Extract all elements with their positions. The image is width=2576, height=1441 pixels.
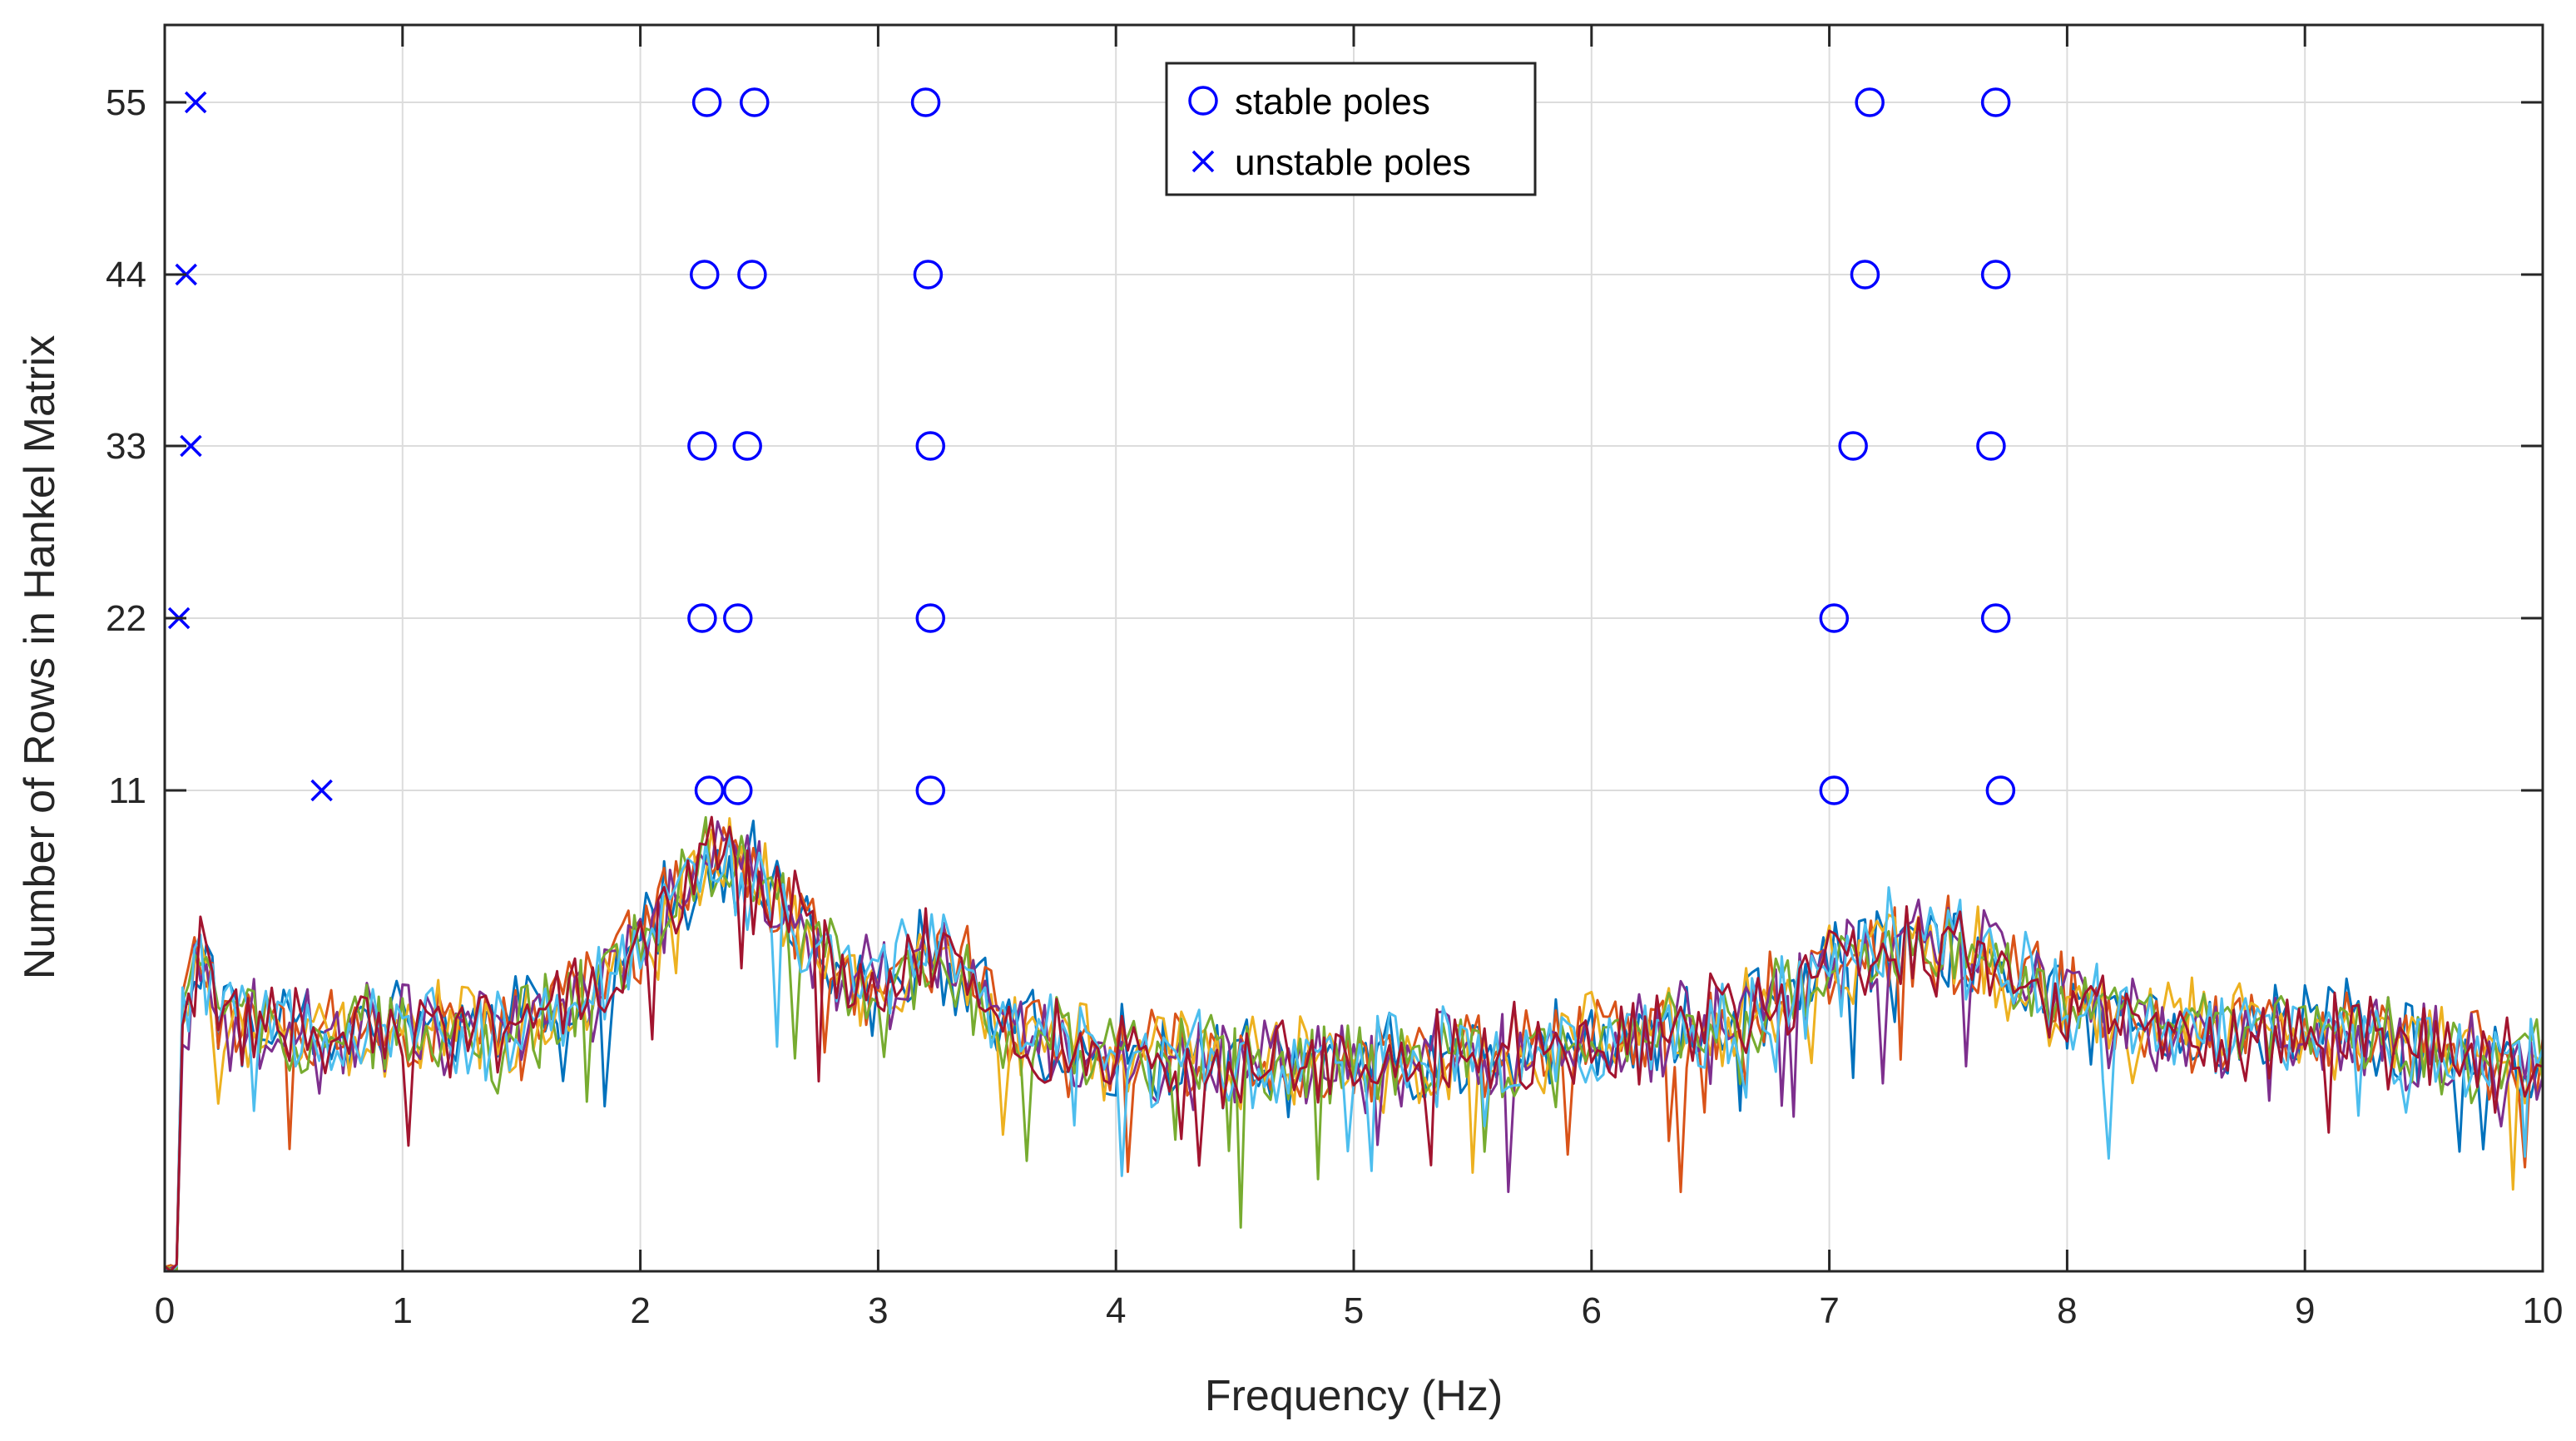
stable-pole-marker bbox=[687, 431, 717, 461]
stable-pole-marker bbox=[723, 775, 753, 805]
stable-pole-marker bbox=[1850, 260, 1880, 290]
legend: stable poles unstable poles bbox=[1165, 62, 1537, 196]
legend-unstable-label: unstable poles bbox=[1235, 142, 1471, 183]
stable-pole-marker bbox=[694, 775, 725, 805]
stable-pole-marker bbox=[913, 260, 944, 290]
stable-pole-marker bbox=[723, 603, 753, 633]
stable-pole-marker bbox=[690, 260, 720, 290]
stable-pole-marker bbox=[1976, 431, 2006, 461]
stable-pole-marker bbox=[687, 603, 717, 633]
unstable-pole-stroke bbox=[180, 434, 202, 458]
x-tick-label: 0 bbox=[155, 1290, 175, 1331]
y-tick-label: 55 bbox=[106, 82, 146, 123]
y-tick-label: 44 bbox=[106, 255, 146, 295]
stable-pole-marker bbox=[737, 260, 767, 290]
y-tick-label: 22 bbox=[106, 598, 146, 639]
unstable-pole-stroke bbox=[310, 779, 333, 802]
y-tick-label: 33 bbox=[106, 426, 146, 467]
stable-pole-marker bbox=[1980, 260, 2011, 290]
stable-pole-marker bbox=[1819, 775, 1850, 805]
stable-pole-marker bbox=[1838, 431, 1868, 461]
stable-pole-marker bbox=[1819, 603, 1850, 633]
x-tick-label: 2 bbox=[630, 1290, 650, 1331]
legend-box bbox=[1165, 62, 1537, 196]
legend-unstable-marker bbox=[1191, 150, 1215, 173]
stable-pole-marker bbox=[1855, 87, 1885, 117]
x-tick-label: 7 bbox=[1819, 1290, 1839, 1331]
x-tick-label: 6 bbox=[1582, 1290, 1602, 1331]
stable-pole-marker bbox=[740, 87, 770, 117]
x-tick-label: 9 bbox=[2295, 1290, 2315, 1331]
unstable-pole-marker bbox=[180, 434, 202, 458]
stable-pole-marker bbox=[1980, 603, 2011, 633]
legend-stable-label: stable poles bbox=[1235, 82, 1430, 122]
x-tick-label: 10 bbox=[2523, 1290, 2564, 1331]
stable-pole-marker bbox=[1985, 775, 2016, 805]
stable-pole-marker bbox=[910, 87, 941, 117]
x-tick-label: 1 bbox=[393, 1290, 413, 1331]
stable-pole-marker bbox=[1980, 87, 2011, 117]
legend-stable-marker bbox=[1188, 86, 1218, 116]
x-axis-title: Frequency (Hz) bbox=[1205, 1372, 1503, 1420]
x-tick-label: 4 bbox=[1106, 1290, 1126, 1331]
stable-pole-marker bbox=[691, 87, 722, 117]
stable-pole-marker bbox=[915, 775, 946, 805]
unstable-pole-marker bbox=[184, 91, 207, 114]
x-tick-label: 3 bbox=[868, 1290, 888, 1331]
spectra-curves bbox=[163, 815, 2544, 1273]
stable-pole-marker bbox=[732, 431, 762, 461]
unstable-pole-marker bbox=[310, 779, 333, 802]
x-tick-label: 5 bbox=[1344, 1290, 1364, 1331]
stable-pole-marker bbox=[915, 603, 946, 633]
y-tick-label: 11 bbox=[108, 770, 146, 811]
axis-ticks: 0 1 2 3 4 5 6 7 8 9 10 11 22 33 44 55 bbox=[106, 25, 2563, 1331]
pole-markers bbox=[167, 87, 2016, 805]
unstable-pole-stroke bbox=[184, 91, 207, 114]
x-tick-label: 8 bbox=[2057, 1290, 2077, 1331]
spectrum-curve bbox=[164, 815, 2544, 1273]
stable-pole-marker bbox=[915, 431, 946, 461]
y-axis-title: Number of Rows in Hankel Matrix bbox=[16, 335, 64, 979]
